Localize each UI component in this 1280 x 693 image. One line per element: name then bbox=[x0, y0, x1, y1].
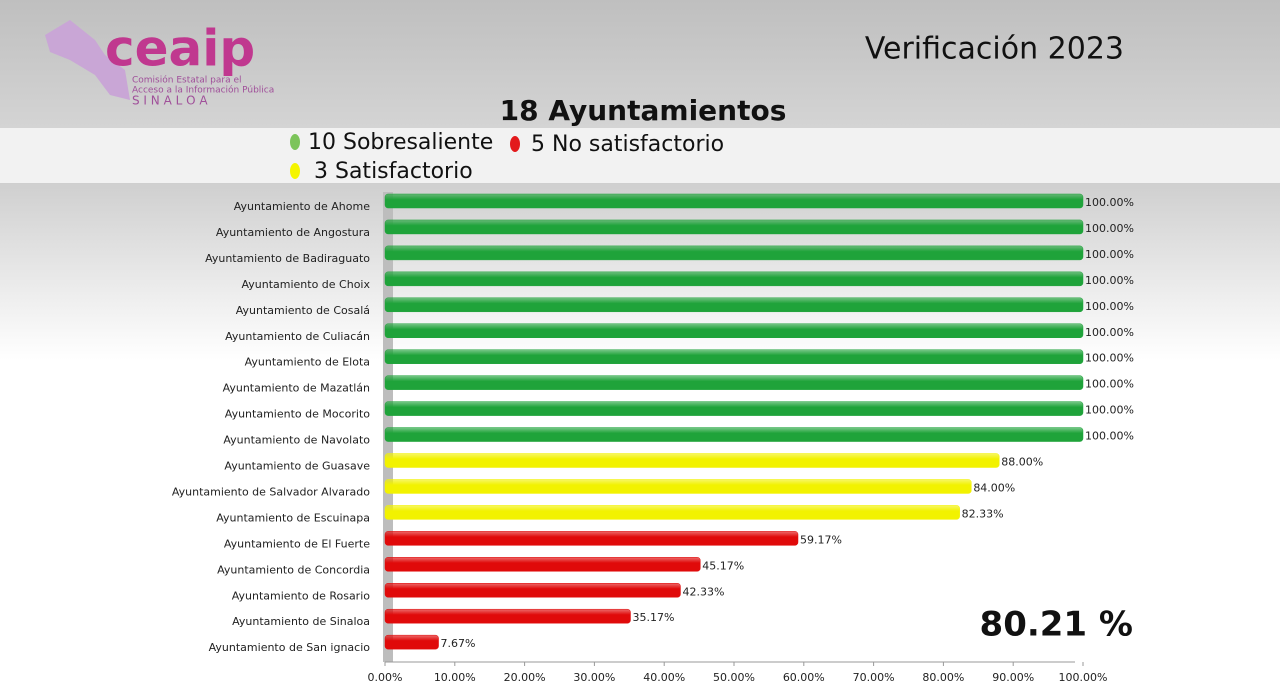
value-label: 100.00% bbox=[1085, 352, 1134, 365]
bar bbox=[384, 427, 1084, 442]
value-label: 82.33% bbox=[962, 507, 1004, 520]
header-band bbox=[0, 0, 1280, 128]
value-label: 35.17% bbox=[632, 611, 674, 624]
y-tick-label: Ayuntamiento de Angostura bbox=[216, 226, 370, 239]
y-tick-label: Ayuntamiento de Mocorito bbox=[225, 408, 370, 421]
x-tick-label: 70.00% bbox=[853, 671, 895, 684]
bar bbox=[384, 219, 1084, 235]
y-tick-label: Ayuntamiento de Escuinapa bbox=[216, 511, 370, 524]
y-tick-label: Ayuntamiento de Cosalá bbox=[236, 304, 370, 317]
y-tick-label: Ayuntamiento de Concordia bbox=[217, 563, 370, 576]
x-tick-label: 50.00% bbox=[713, 671, 755, 684]
value-label: 59.17% bbox=[800, 533, 842, 546]
value-label: 100.00% bbox=[1085, 378, 1134, 391]
chart-title: Verificación 2023 bbox=[865, 32, 1124, 67]
logo-map bbox=[45, 20, 130, 100]
y-tick-label: Ayuntamiento de Ahome bbox=[234, 200, 371, 213]
value-label: 100.00% bbox=[1085, 326, 1134, 339]
y-tick-label: Ayuntamiento de Choix bbox=[241, 278, 370, 291]
bar bbox=[384, 634, 439, 650]
bar bbox=[384, 401, 1084, 416]
x-tick-label: 80.00% bbox=[922, 671, 964, 684]
x-tick-label: 40.00% bbox=[643, 671, 685, 684]
y-tick-label: Ayuntamiento de Navolato bbox=[223, 434, 370, 447]
bar bbox=[384, 583, 681, 598]
bar bbox=[384, 271, 1084, 287]
legend-marker bbox=[290, 163, 300, 179]
legend-label: 5 No satisfactorio bbox=[531, 132, 724, 157]
x-tick-label: 20.00% bbox=[504, 671, 546, 684]
bar bbox=[384, 323, 1084, 338]
value-label: 42.33% bbox=[682, 585, 724, 598]
legend-label: 3 Satisfactorio bbox=[314, 159, 473, 184]
x-tick-label: 10.00% bbox=[434, 671, 476, 684]
logo-line: S I N A L O A bbox=[132, 94, 208, 108]
value-label: 100.00% bbox=[1085, 430, 1134, 443]
bar bbox=[384, 531, 799, 546]
bar bbox=[384, 245, 1084, 261]
axis-wall bbox=[383, 192, 393, 662]
value-label: 7.67% bbox=[441, 637, 476, 650]
value-label: 88.00% bbox=[1001, 456, 1043, 469]
y-tick-label: Ayuntamiento de Guasave bbox=[224, 460, 370, 473]
value-label: 100.00% bbox=[1085, 248, 1134, 261]
y-tick-label: Ayuntamiento de San ignacio bbox=[209, 641, 371, 654]
value-label: 100.00% bbox=[1085, 196, 1134, 209]
x-tick-label: 100.00% bbox=[1059, 671, 1108, 684]
y-tick-label: Ayuntamiento de Culiacán bbox=[225, 330, 370, 343]
x-tick-label: 0.00% bbox=[368, 671, 403, 684]
total: 80.21 % bbox=[980, 605, 1133, 645]
bar bbox=[384, 349, 1084, 364]
bar bbox=[384, 479, 972, 494]
x-tick-label: 60.00% bbox=[783, 671, 825, 684]
y-tick-label: Ayuntamiento de Salvador Alvarado bbox=[172, 485, 370, 498]
bar bbox=[384, 193, 1084, 209]
x-tick-label: 90.00% bbox=[992, 671, 1034, 684]
legend-marker bbox=[510, 136, 520, 152]
logo-name: ceaip bbox=[105, 20, 255, 78]
y-tick-label: Ayuntamiento de Rosario bbox=[232, 589, 371, 602]
chart-subtitle: 18 Ayuntamientos bbox=[500, 94, 787, 127]
bar bbox=[384, 557, 701, 572]
legend-band bbox=[0, 128, 1280, 183]
legend-label: 10 Sobresaliente bbox=[308, 130, 493, 155]
logo-line: Comisión Estatal para el bbox=[132, 75, 242, 86]
y-tick-label: Ayuntamiento de Mazatlán bbox=[223, 382, 370, 395]
value-label: 100.00% bbox=[1085, 274, 1134, 287]
value-label: 100.00% bbox=[1085, 404, 1134, 417]
bar bbox=[384, 375, 1084, 390]
x-tick-label: 30.00% bbox=[573, 671, 615, 684]
bar bbox=[384, 608, 631, 624]
y-tick-label: Ayuntamiento de El Fuerte bbox=[224, 537, 370, 550]
value-label: 45.17% bbox=[702, 559, 744, 572]
y-tick-label: Ayuntamiento de Elota bbox=[245, 356, 370, 369]
logo-line: Acceso a la Información Pública bbox=[132, 85, 274, 96]
bar bbox=[384, 297, 1084, 313]
y-tick-label: Ayuntamiento de Sinaloa bbox=[232, 615, 370, 628]
value-label: 100.00% bbox=[1085, 222, 1134, 235]
bar bbox=[384, 453, 1000, 468]
value-label: 100.00% bbox=[1085, 300, 1134, 313]
value-label: 84.00% bbox=[973, 481, 1015, 494]
legend-marker bbox=[290, 134, 300, 150]
bar bbox=[384, 505, 960, 520]
y-tick-label: Ayuntamiento de Badiraguato bbox=[205, 252, 370, 265]
